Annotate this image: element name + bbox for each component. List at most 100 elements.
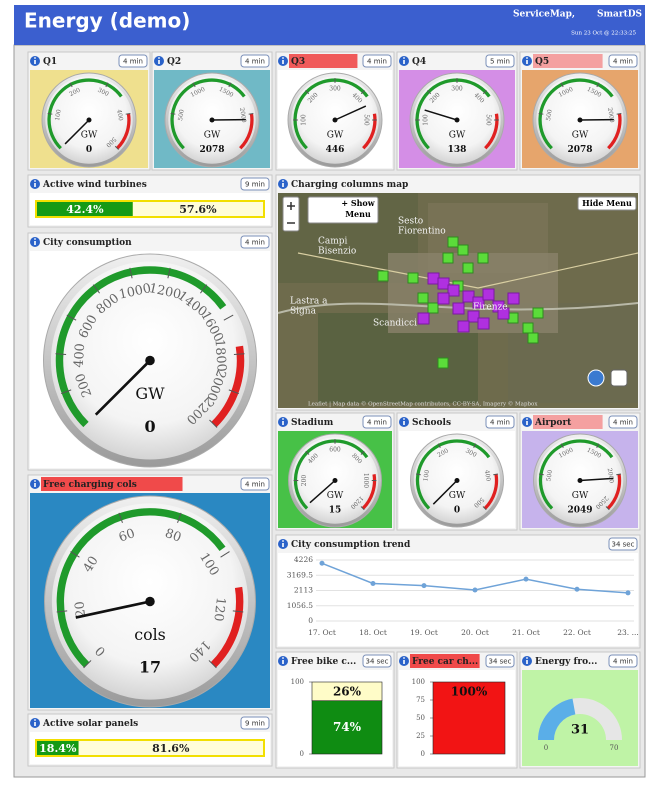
gauge-unit: GW: [449, 491, 466, 501]
x-tick-label: 23. ...: [617, 628, 638, 637]
map-marker-purple: [438, 278, 449, 289]
dashboard: Energy (demo) ServiceMap, SmartDS Sun 23…: [0, 0, 652, 788]
info-icon-stem: [282, 183, 284, 187]
layers-button[interactable]: [611, 370, 627, 386]
info-icon-stem: [282, 60, 284, 64]
map-marker-purple: [478, 318, 489, 329]
header-link[interactable]: ServiceMap,: [513, 10, 575, 20]
badge-text: 4 min: [613, 419, 633, 427]
info-icon-dot: [526, 657, 528, 659]
gauge-tick-label: 1000: [362, 473, 369, 488]
y-tick-label: 100: [412, 678, 425, 686]
gauge-tick-label: 70: [610, 744, 619, 752]
widget-title: Airport: [534, 418, 572, 428]
map-place-label: Lastra a: [290, 297, 328, 307]
widget-title: Schools: [412, 418, 451, 428]
trend-point: [371, 581, 376, 586]
map-marker-purple: [463, 291, 474, 302]
map-marker-purple: [453, 303, 464, 314]
badge-text: 4 min: [245, 239, 265, 247]
info-icon-stem: [34, 183, 36, 187]
gauge-hub: [145, 356, 155, 366]
gauge-value: 31: [571, 723, 589, 738]
y-tick-label: 100: [291, 678, 304, 686]
gauge-unit: cols: [134, 625, 166, 644]
badge-text: 4 min: [367, 419, 387, 427]
info-icon-dot: [282, 57, 284, 59]
widget-title: City consumption: [43, 238, 132, 248]
widget-title: Active wind turbines: [42, 180, 147, 190]
help-button[interactable]: [588, 370, 604, 386]
info-icon-stem: [34, 241, 36, 245]
info-icon-dot: [526, 418, 528, 420]
gauge-unit: GW: [327, 131, 344, 141]
header-datetime: Sun 23 Oct @ 22:33:25: [571, 30, 636, 37]
x-tick-label: 22. Oct: [563, 628, 591, 637]
y-tick-label: 1056.5: [287, 601, 313, 610]
gauge-unit: GW: [572, 131, 589, 141]
bar-label: 42.4%: [66, 203, 104, 216]
x-tick-label: 19. Oct: [410, 628, 438, 637]
gauge-hub: [455, 478, 460, 483]
info-icon-dot: [34, 480, 36, 482]
gauge-hub: [87, 118, 92, 123]
info-icon-dot: [403, 657, 405, 659]
y-tick-label: 0: [421, 750, 425, 758]
info-icon-dot: [282, 540, 284, 542]
x-tick-label: 18. Oct: [359, 628, 387, 637]
map-marker-green: [428, 303, 438, 313]
info-icon-dot: [34, 57, 36, 59]
widget-title: Q5: [535, 57, 549, 67]
info-icon-dot: [282, 657, 284, 659]
map-marker-purple: [458, 321, 469, 332]
map-marker-green: [523, 323, 533, 333]
y-tick-label: 3169.5: [287, 570, 313, 579]
map-marker-purple: [438, 293, 449, 304]
info-icon-dot: [403, 57, 405, 59]
stack-label: 100%: [451, 685, 488, 699]
map-attribution: Leaflet | Map data © OpenStreetMap contr…: [308, 401, 538, 408]
gauge-unit: GW: [327, 491, 344, 501]
info-icon-dot: [158, 57, 160, 59]
show-menu-text: + Show: [341, 198, 375, 208]
gauge-unit: GW: [81, 131, 98, 141]
header-link[interactable]: SmartDS: [597, 10, 642, 20]
info-icon-stem: [526, 660, 528, 664]
info-icon-stem: [526, 421, 528, 425]
widget-title: Free car ch...: [412, 657, 478, 667]
y-tick-label: 50: [416, 714, 425, 722]
map-marker-purple: [428, 273, 439, 284]
x-tick-label: 21. Oct: [512, 628, 540, 637]
widget-title: City consumption trend: [291, 540, 411, 550]
info-icon-dot: [34, 238, 36, 240]
badge-text: 4 min: [367, 58, 387, 66]
badge-text: 34 sec: [489, 658, 512, 666]
badge-text: 5 min: [490, 58, 510, 66]
gauge-tick-label: 300: [329, 85, 341, 92]
gauge-tick-label: 100: [300, 114, 307, 126]
map-place-label: Sesto: [398, 217, 423, 227]
gauge-unit: GW: [135, 384, 165, 403]
widget-title: Energy fro...: [535, 657, 597, 667]
info-icon-stem: [34, 483, 36, 487]
info-icon-stem: [403, 60, 405, 64]
hide-menu-text: Hide Menu: [582, 198, 632, 208]
gauge-tick-label: 500: [363, 114, 370, 126]
map-marker-purple: [483, 289, 494, 300]
gauge-unit: GW: [572, 491, 589, 501]
badge-text: 9 min: [245, 181, 265, 189]
gauge-value: 138: [448, 145, 467, 155]
stack-label: 26%: [333, 685, 362, 699]
info-icon-stem: [282, 421, 284, 425]
map-place-label: Scandicci: [373, 319, 417, 329]
gauge-hub: [333, 118, 338, 123]
bar-label: 81.6%: [152, 742, 190, 755]
widget-title: Q2: [167, 57, 181, 67]
y-tick-label: 75: [416, 696, 425, 704]
gauge-tick-label: 100: [422, 114, 429, 126]
trend-point: [320, 561, 325, 566]
map-place-label: Fiorentino: [398, 227, 446, 237]
info-icon-dot: [282, 180, 284, 182]
info-icon-stem: [526, 60, 528, 64]
map-marker-green: [418, 293, 428, 303]
